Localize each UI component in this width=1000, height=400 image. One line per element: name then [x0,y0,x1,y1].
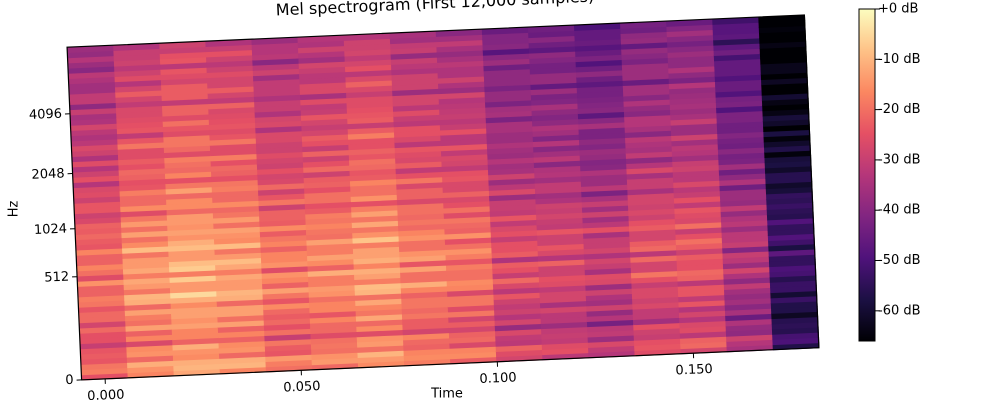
y-tick-label: 2048 [31,166,65,182]
colorbar-tick-label: -10 dB [878,52,921,67]
colorbar-frame [858,8,876,342]
colorbar-gradient [859,9,875,341]
y-axis-label: Hz [7,201,22,218]
x-axis-label: Time [430,387,463,400]
heatmap-cells [67,14,820,381]
colorbar-tick-label: -40 dB [878,203,921,218]
plot-area: 0.000 0.050 0.100 0.150 0 512 1024 2048 4096 [29,14,820,400]
colorbar-ticks: +0 dB -10 dB -20 dB -30 dB -40 dB -50 dB -60 d… [875,2,921,318]
x-tick-label: 0.100 [479,370,517,387]
y-tick-label: 4096 [29,107,63,123]
y-axis: 0 512 1024 2048 4096 [29,107,82,388]
colorbar: +0 dB -10 dB -20 dB -30 dB -40 dB -50 dB -60 d… [858,2,921,342]
x-tick-label: 0.150 [675,362,713,379]
x-axis: 0.000 0.050 0.100 0.150 [87,353,713,400]
colorbar-tick-label: -50 dB [878,253,921,268]
y-tick-label: 512 [44,270,69,286]
colorbar-tick-label: -30 dB [878,152,921,167]
x-tick-label: 0.000 [87,388,125,400]
y-tick-label: 1024 [34,222,68,238]
colorbar-tick-label: -60 dB [878,303,921,318]
colorbar-tick-label: -20 dB [878,102,921,117]
x-tick-label: 0.050 [283,379,321,396]
colorbar-tick-label: +0 dB [878,2,918,17]
plot-frame [66,14,820,381]
y-tick-label: 0 [65,373,74,388]
chart-title: Mel spectrogram (First 12,000 samples) [275,0,594,19]
